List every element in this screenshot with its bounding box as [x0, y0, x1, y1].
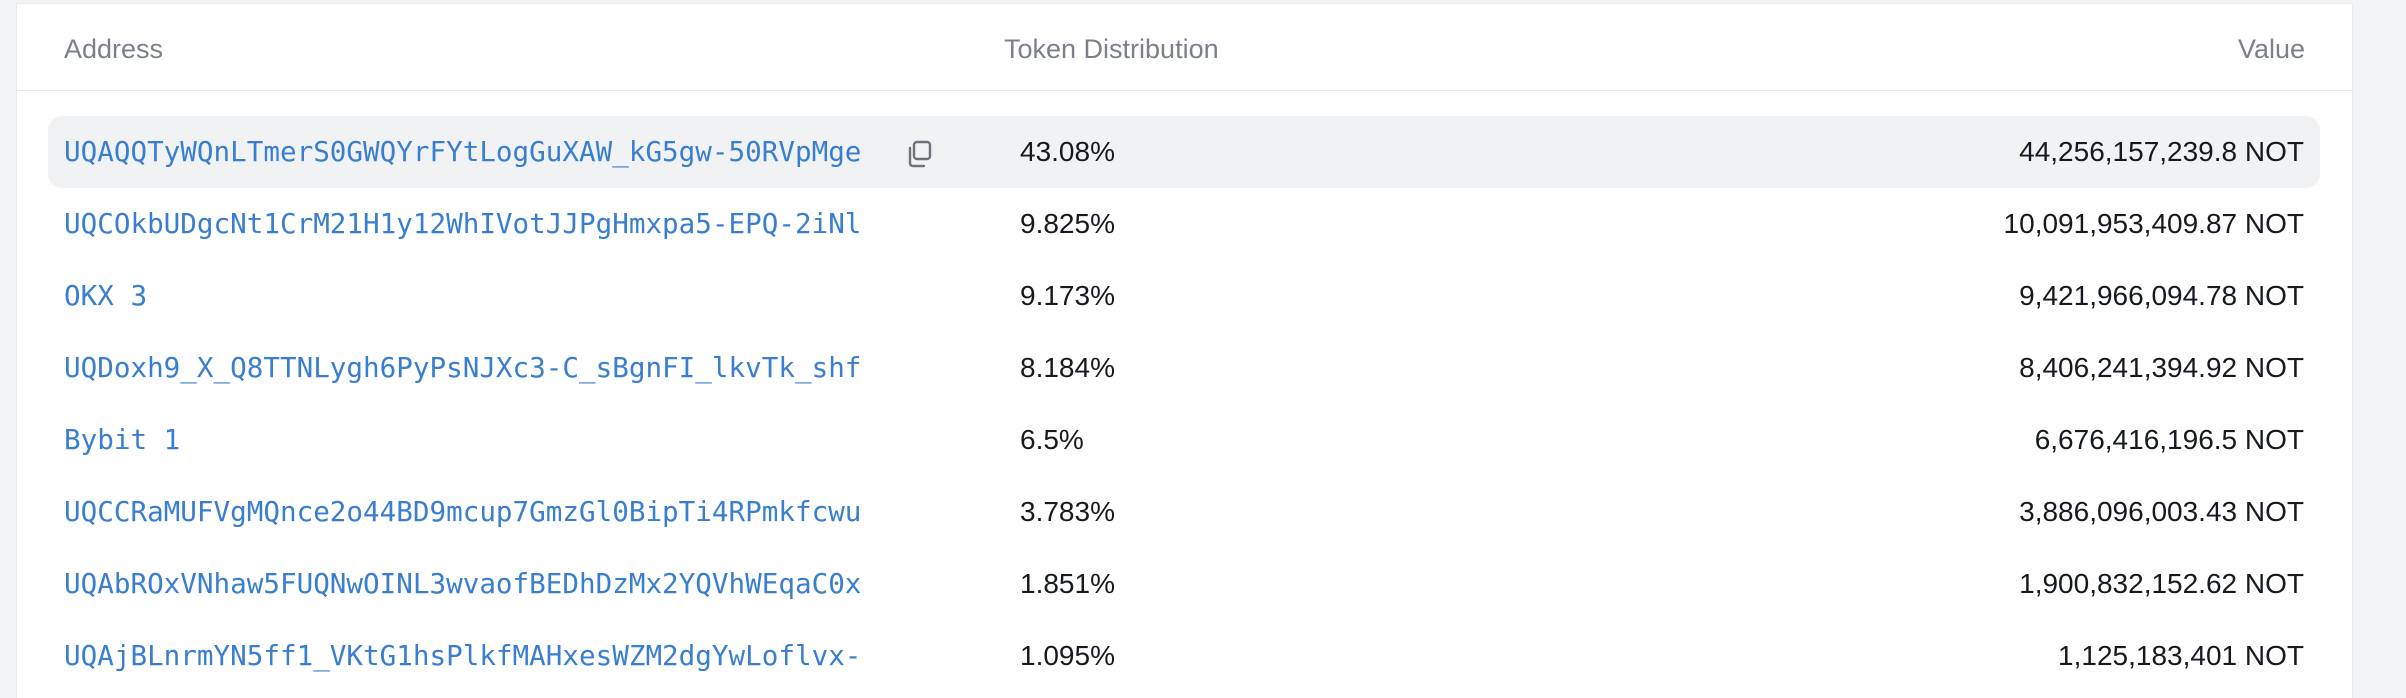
token-value: 1,900,832,152.62 NOT	[2019, 568, 2304, 599]
table-row[interactable]: UQDoxh9_X_Q8TTNLygh6PyPsNJXc3-C_sBgnFI_l…	[48, 332, 2320, 404]
address-link[interactable]: UQAQQTyWQnLTmerS0GWQYrFYtLogGuXAW_kG5gw-…	[64, 135, 862, 168]
token-value: 3,886,096,003.43 NOT	[2019, 496, 2304, 527]
table-header: Address Token Distribution Value	[17, 4, 2352, 91]
token-distribution: 3.783%	[1020, 496, 1115, 527]
token-distribution: 6.5%	[1020, 424, 1084, 455]
table-row[interactable]: UQCCRaMUFVgMQnce2o44BD9mcup7GmzGl0BipTi4…	[48, 476, 2320, 548]
column-header-address: Address	[64, 34, 164, 64]
token-value: 1,125,183,401 NOT	[2058, 640, 2304, 671]
token-distribution: 43.08%	[1020, 136, 1115, 167]
token-distribution: 1.851%	[1020, 568, 1115, 599]
address-link[interactable]: UQAjBLnrmYN5ff1_VKtG1hsPlkfMAHxesWZM2dgY…	[64, 639, 862, 672]
copy-icon[interactable]	[904, 139, 934, 169]
token-distribution: 9.173%	[1020, 280, 1115, 311]
address-link[interactable]: OKX 3	[64, 279, 148, 312]
table-row[interactable]: UQAQQTyWQnLTmerS0GWQYrFYtLogGuXAW_kG5gw-…	[48, 116, 2320, 188]
token-value: 10,091,953,409.87 NOT	[2003, 208, 2304, 239]
table-row[interactable]: UQAbROxVNhaw5FUQNwOINL3wvaofBEDhDzMx2YQV…	[48, 548, 2320, 620]
table-row[interactable]: UQCOkbUDgcNt1CrM21H1y12WhIVotJJPgHmxpa5-…	[48, 188, 2320, 260]
table-row[interactable]: OKX 3 9.173% 9,421,966,094.78 NOT	[48, 260, 2320, 332]
token-distribution: 8.184%	[1020, 352, 1115, 383]
token-value: 8,406,241,394.92 NOT	[2019, 352, 2304, 383]
token-value: 9,421,966,094.78 NOT	[2019, 280, 2304, 311]
address-link[interactable]: UQAbROxVNhaw5FUQNwOINL3wvaofBEDhDzMx2YQV…	[64, 567, 862, 600]
address-link[interactable]: Bybit 1	[64, 423, 181, 456]
address-link[interactable]: UQDoxh9_X_Q8TTNLygh6PyPsNJXc3-C_sBgnFI_l…	[64, 351, 862, 384]
token-distribution: 9.825%	[1020, 208, 1115, 239]
token-value: 44,256,157,239.8 NOT	[2019, 136, 2304, 167]
holders-table: Address Token Distribution Value UQAQQTy…	[16, 3, 2353, 698]
token-distribution: 1.095%	[1020, 640, 1115, 671]
table-row[interactable]: Bybit 1 6.5% 6,676,416,196.5 NOT	[48, 404, 2320, 476]
token-value: 6,676,416,196.5 NOT	[2034, 424, 2304, 455]
column-header-token-distribution: Token Distribution	[1004, 34, 1219, 64]
table-row[interactable]: UQAjBLnrmYN5ff1_VKtG1hsPlkfMAHxesWZM2dgY…	[48, 620, 2320, 692]
address-link[interactable]: UQCCRaMUFVgMQnce2o44BD9mcup7GmzGl0BipTi4…	[64, 495, 862, 528]
address-link[interactable]: UQCOkbUDgcNt1CrM21H1y12WhIVotJJPgHmxpa5-…	[64, 207, 862, 240]
column-header-value: Value	[2237, 34, 2305, 64]
